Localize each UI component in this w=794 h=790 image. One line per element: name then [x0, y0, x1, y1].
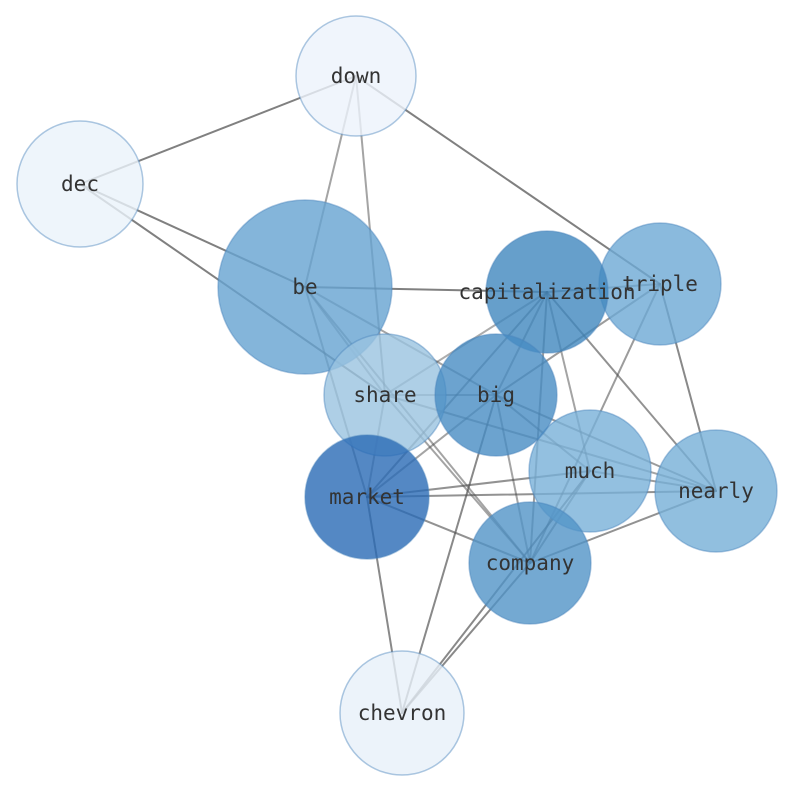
node-company	[468, 501, 592, 625]
node-down	[295, 15, 417, 137]
node-much	[528, 409, 652, 533]
node-dec	[16, 120, 144, 248]
node-market	[304, 434, 430, 560]
node-layer	[16, 15, 778, 776]
node-big	[434, 333, 558, 457]
node-be	[217, 199, 393, 375]
node-nearly	[654, 429, 778, 553]
node-triple	[598, 222, 722, 346]
node-capitalization	[485, 230, 609, 354]
node-chevron	[339, 650, 465, 776]
edge-down-triple	[355, 75, 661, 285]
